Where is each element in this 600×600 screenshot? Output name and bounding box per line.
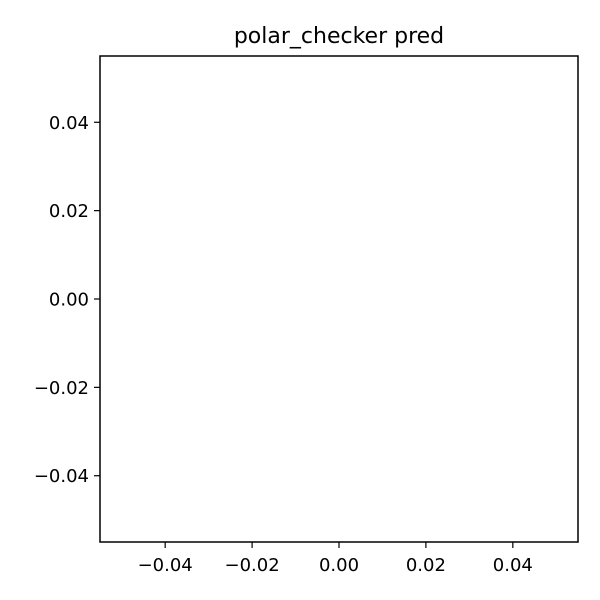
y-tick-label: −0.04 [34, 466, 89, 487]
x-tick-label: 0.00 [319, 555, 359, 576]
y-tick-label: 0.02 [49, 201, 89, 222]
x-tick-label: 0.02 [406, 555, 446, 576]
y-tick-label: 0.00 [49, 290, 89, 311]
y-tick-label: 0.04 [49, 113, 89, 134]
x-tick-label: −0.04 [138, 555, 193, 576]
y-axis: −0.04 −0.02 0.00 0.02 0.04 [34, 113, 100, 487]
x-tick-label: −0.02 [225, 555, 280, 576]
axes-frame [99, 55, 579, 543]
x-tick-label: 0.04 [493, 555, 533, 576]
chart-title: polar_checker pred [234, 24, 444, 49]
y-tick-label: −0.02 [34, 378, 89, 399]
x-axis: −0.04 −0.02 0.00 0.02 0.04 [138, 542, 533, 576]
